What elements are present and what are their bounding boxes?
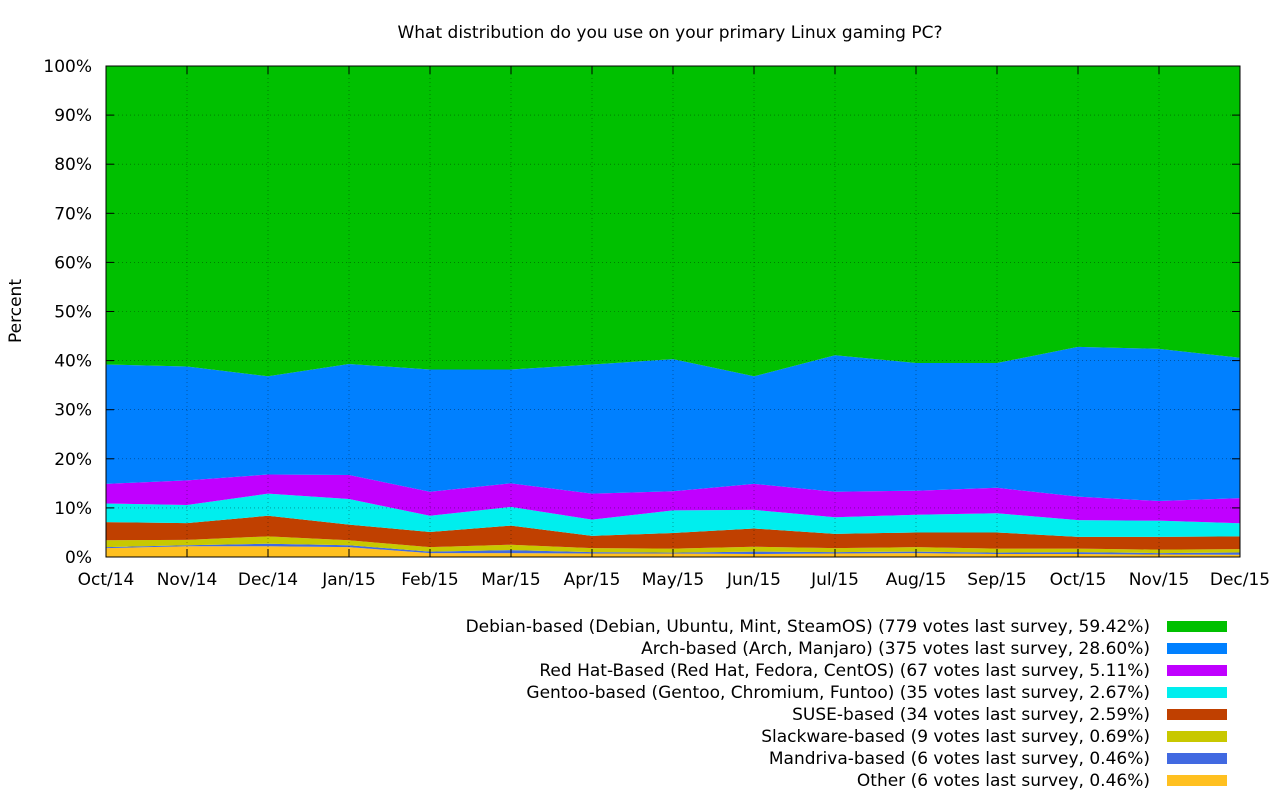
legend-swatch-4: [1167, 687, 1227, 698]
area-series-4: [106, 493, 1240, 537]
legend-label-7: Debian-based (Debian, Ubuntu, Mint, Stea…: [466, 617, 1150, 637]
legend-label-1: Mandriva-based (6 votes last survey, 0.4…: [769, 749, 1150, 769]
area-series-1: [106, 543, 1240, 555]
x-tick-label-4: Feb/15: [401, 570, 458, 590]
area-series-6: [106, 346, 1240, 502]
legend-label-5: Red Hat-Based (Red Hat, Fedora, CentOS) …: [539, 661, 1150, 681]
legend-label-2: Slackware-based (9 votes last survey, 0.…: [761, 727, 1150, 747]
y-tick-label-0: 0%: [65, 548, 92, 568]
y-tick-label-4: 40%: [54, 352, 92, 372]
y-tick-label-5: 50%: [54, 303, 92, 323]
legend-swatch-0: [1167, 775, 1227, 786]
area-series-2: [106, 536, 1240, 554]
x-tick-label-10: Aug/15: [886, 570, 947, 590]
area-series-7: [106, 66, 1240, 377]
legend-label-4: Gentoo-based (Gentoo, Chromium, Funtoo) …: [526, 683, 1150, 703]
legend-label-0: Other (6 votes last survey, 0.46%): [857, 771, 1150, 791]
area-series-3: [106, 515, 1240, 550]
x-tick-label-9: Jul/15: [810, 570, 859, 590]
legend-swatch-7: [1167, 621, 1227, 632]
x-tick-label-5: Mar/15: [481, 570, 540, 590]
y-tick-label-10: 100%: [43, 57, 92, 77]
x-tick-label-8: Jun/15: [726, 570, 781, 590]
chart-title: What distribution do you use on your pri…: [397, 23, 942, 43]
x-tick-label-11: Sep/15: [967, 570, 1026, 590]
x-tick-label-2: Dec/14: [238, 570, 298, 590]
y-tick-label-8: 80%: [54, 155, 92, 175]
y-tick-label-2: 20%: [54, 450, 92, 470]
legend-swatch-5: [1167, 665, 1227, 676]
y-axis: 0% 10% 20% 30% 40% 50% 60% 70% 80% 90% 100%: [43, 57, 1240, 568]
legend-swatch-3: [1167, 709, 1227, 720]
x-tick-label-3: Jan/15: [321, 570, 376, 590]
legend-label-3: SUSE-based (34 votes last survey, 2.59%): [792, 705, 1150, 725]
area-series-0: [106, 546, 1240, 557]
legend-swatch-1: [1167, 753, 1227, 764]
legend-label-6: Arch-based (Arch, Manjaro) (375 votes la…: [641, 639, 1150, 659]
legend-swatch-6: [1167, 643, 1227, 654]
x-tick-label-14: Dec/15: [1210, 570, 1270, 590]
legend: Debian-based (Debian, Ubuntu, Mint, Stea…: [466, 617, 1227, 791]
plot-areas: [106, 66, 1240, 557]
x-axis: Oct/14 Nov/14 Dec/14 Jan/15 Feb/15 Mar/15 Apr/…: [78, 66, 1270, 590]
y-axis-label: Percent: [6, 279, 26, 343]
x-tick-label-0: Oct/14: [78, 570, 135, 590]
y-tick-label-9: 90%: [54, 106, 92, 126]
x-tick-label-7: May/15: [642, 570, 705, 590]
x-tick-label-6: Apr/15: [564, 570, 621, 590]
legend-swatch-2: [1167, 731, 1227, 742]
x-tick-label-12: Oct/15: [1050, 570, 1107, 590]
y-tick-label-3: 30%: [54, 401, 92, 421]
x-tick-label-13: Nov/15: [1129, 570, 1190, 590]
y-tick-label-7: 70%: [54, 204, 92, 224]
x-tick-label-1: Nov/14: [157, 570, 218, 590]
y-tick-label-1: 10%: [54, 499, 92, 519]
y-tick-label-6: 60%: [54, 253, 92, 273]
